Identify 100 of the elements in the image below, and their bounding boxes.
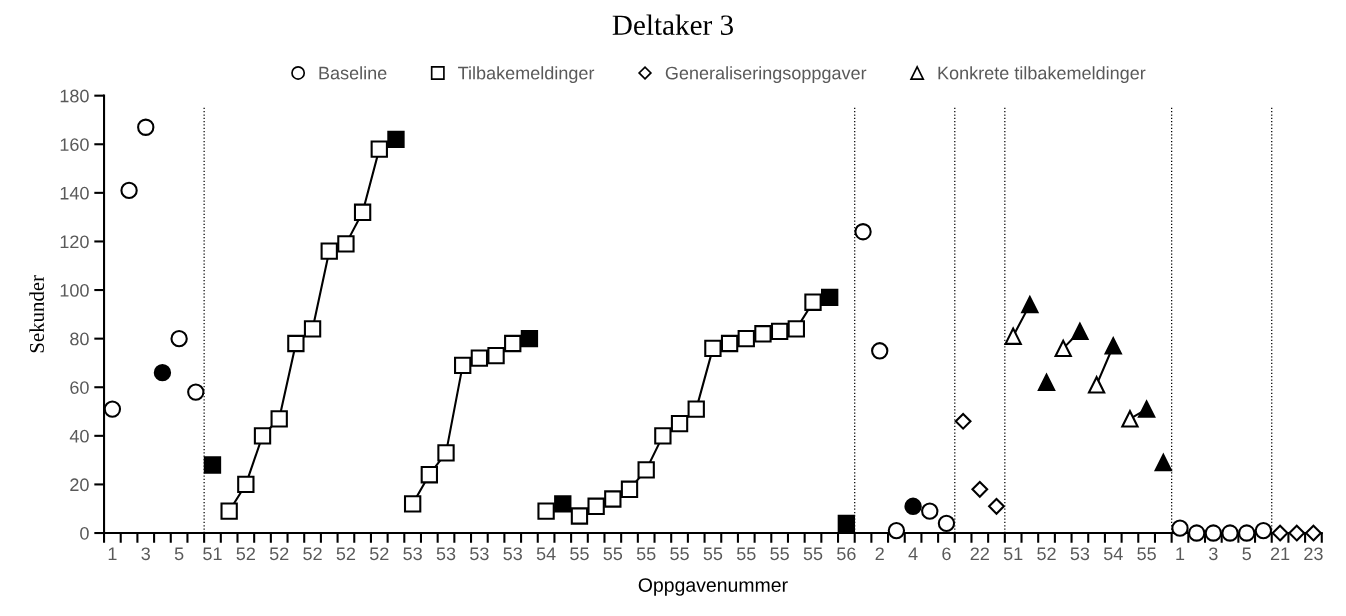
point [937, 514, 956, 532]
x-tick-label: 53 [503, 547, 522, 561]
point [988, 497, 1005, 515]
x-tick-label: 55 [736, 547, 756, 561]
x-tick-label: 55 [670, 547, 689, 561]
x-tick-label: 21 [1270, 547, 1290, 560]
point [1204, 524, 1223, 542]
point [1254, 521, 1273, 540]
x-tick-label: 52 [269, 547, 289, 561]
x-tick-label: 3 [141, 547, 150, 561]
point [320, 242, 338, 260]
point [1238, 524, 1256, 542]
point [654, 427, 672, 445]
point [821, 288, 839, 307]
x-tick-label: 52 [236, 547, 255, 561]
y-tick-label: 100 [60, 283, 89, 297]
x-tick-label: 22 [970, 547, 989, 560]
point [1071, 322, 1089, 341]
point [1221, 524, 1239, 542]
point [887, 521, 906, 540]
x-tick-label: 51 [1003, 547, 1023, 561]
legend-label: Konkrete tilbakemeldinger [938, 66, 1146, 84]
y-tick-label: 40 [69, 429, 89, 443]
x-tick-label: 51 [203, 547, 222, 561]
point [187, 383, 205, 401]
legend-label: Baseline [319, 66, 387, 80]
point [253, 427, 272, 445]
point [1288, 524, 1306, 542]
x-tick-label: 23 [1304, 547, 1323, 561]
point [954, 412, 972, 430]
x-tick-label: 53 [1070, 547, 1090, 561]
legend-label: Generaliseringsoppgaver [665, 66, 867, 84]
point [921, 502, 939, 520]
point [1137, 400, 1156, 418]
point [353, 203, 372, 221]
point [270, 410, 288, 428]
point [504, 334, 522, 353]
x-tick-label: 4 [908, 547, 918, 560]
x-tick-label: 55 [703, 547, 723, 561]
x-axis-title: Oppgavenummer [638, 578, 788, 596]
x-tick-label: 55 [803, 547, 823, 561]
point [1087, 376, 1106, 394]
point [737, 329, 755, 348]
x-tick-label: 55 [636, 547, 656, 561]
point [303, 320, 322, 338]
point [437, 444, 455, 462]
y-tick-label: 80 [70, 332, 89, 346]
point [1037, 373, 1056, 392]
point [1004, 327, 1022, 345]
x-tick-label: 5 [1242, 547, 1251, 561]
point [804, 293, 822, 311]
x-tick-label: 53 [470, 547, 489, 561]
x-tick-label: 54 [536, 547, 556, 561]
x-tick-label: 52 [369, 547, 389, 561]
point [770, 322, 789, 341]
point [137, 118, 155, 136]
point [871, 342, 889, 360]
y-tick-label: 140 [60, 186, 89, 200]
point [287, 334, 305, 353]
point [237, 475, 255, 494]
x-tick-label: 55 [603, 547, 623, 561]
point [787, 320, 805, 338]
y-tick-label: 180 [60, 89, 89, 103]
x-tick-label: 6 [942, 547, 951, 561]
point [704, 339, 722, 358]
x-tick-label: 1 [108, 547, 117, 560]
y-tick-label: 160 [60, 138, 89, 151]
point [487, 346, 505, 365]
point [587, 497, 605, 515]
point [604, 490, 622, 508]
x-tick-label: 3 [1209, 547, 1218, 561]
point [854, 223, 872, 241]
point [454, 356, 472, 375]
y-axis-title: Sekunder [29, 275, 44, 353]
point [720, 334, 739, 353]
point [370, 140, 388, 158]
point [1187, 524, 1206, 542]
point [1121, 410, 1139, 428]
point [153, 363, 172, 382]
point [904, 497, 922, 515]
y-tick-label: 20 [70, 478, 89, 492]
x-tick-label: 55 [770, 547, 789, 561]
x-tick-label: 54 [1103, 547, 1123, 561]
point [203, 456, 222, 474]
point [420, 466, 439, 484]
point [1271, 524, 1289, 542]
x-tick-label: 53 [436, 547, 456, 561]
point [687, 400, 705, 418]
x-tick-label: 56 [837, 547, 856, 561]
y-tick-label: 60 [70, 381, 89, 394]
x-tick-label: 53 [403, 547, 422, 561]
point [1171, 519, 1189, 537]
point [520, 329, 539, 348]
point [403, 495, 422, 513]
point [554, 495, 572, 513]
point [120, 181, 138, 200]
point [1021, 295, 1039, 314]
x-tick-label: 5 [174, 547, 184, 561]
point [1054, 339, 1072, 358]
x-tick-label: 55 [1137, 547, 1156, 561]
